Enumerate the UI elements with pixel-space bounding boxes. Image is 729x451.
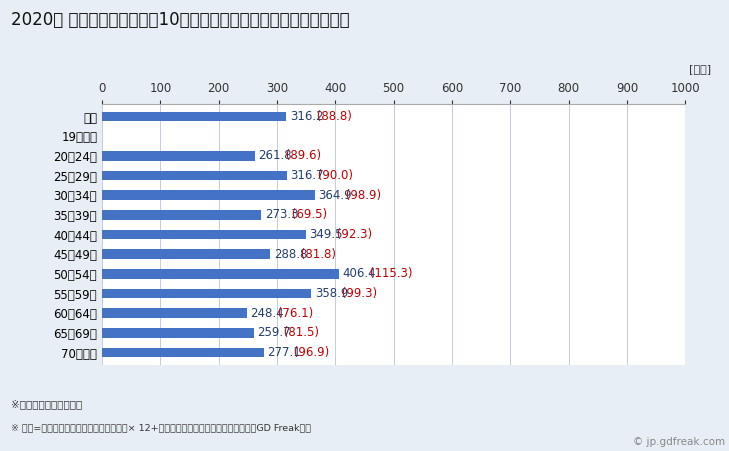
Text: 261.8: 261.8: [258, 149, 292, 162]
Bar: [102, 289, 311, 299]
Bar: [102, 190, 315, 200]
Text: © jp.gdfreak.com: © jp.gdfreak.com: [634, 437, 725, 447]
Bar: [102, 230, 306, 239]
Text: 2020年 民間企業（従業者数10人以上）フルタイム労働者の平均年収: 2020年 民間企業（従業者数10人以上）フルタイム労働者の平均年収: [11, 11, 350, 29]
Text: (76.1): (76.1): [274, 307, 313, 320]
Text: (99.3): (99.3): [338, 287, 378, 300]
Bar: [102, 210, 262, 220]
Text: 273.3: 273.3: [265, 208, 298, 221]
Bar: [102, 269, 339, 279]
Text: (92.3): (92.3): [332, 228, 372, 241]
Text: 259.7: 259.7: [257, 327, 291, 339]
Text: (98.9): (98.9): [342, 189, 381, 202]
Bar: [102, 170, 286, 180]
Text: (81.8): (81.8): [297, 248, 336, 261]
Text: 288.8: 288.8: [274, 248, 308, 261]
Text: 349.5: 349.5: [309, 228, 343, 241]
Text: ※ 年収=「きまって支給する現金給与額」× 12+「年間賞与その他特別給与額」としてGD Freak推計: ※ 年収=「きまって支給する現金給与額」× 12+「年間賞与その他特別給与額」と…: [11, 423, 311, 432]
Text: 316.7: 316.7: [290, 169, 324, 182]
Bar: [102, 111, 286, 121]
Text: 316.2: 316.2: [290, 110, 324, 123]
Text: (81.5): (81.5): [281, 327, 319, 339]
Text: 248.4: 248.4: [251, 307, 284, 320]
Text: (69.5): (69.5): [288, 208, 327, 221]
Text: [万円]: [万円]: [689, 64, 711, 74]
Text: 406.4: 406.4: [343, 267, 376, 281]
Bar: [102, 151, 254, 161]
Bar: [102, 308, 247, 318]
Bar: [102, 249, 270, 259]
Bar: [102, 348, 264, 358]
Text: (88.8): (88.8): [313, 110, 352, 123]
Text: (96.9): (96.9): [290, 346, 330, 359]
Bar: [102, 328, 254, 338]
Text: ※（）内は同業種全国比: ※（）内は同業種全国比: [11, 399, 82, 409]
Text: (90.0): (90.0): [313, 169, 353, 182]
Text: 364.9: 364.9: [319, 189, 352, 202]
Text: 358.9: 358.9: [315, 287, 348, 300]
Text: (115.3): (115.3): [366, 267, 413, 281]
Text: 277.1: 277.1: [267, 346, 301, 359]
Text: (89.6): (89.6): [281, 149, 321, 162]
